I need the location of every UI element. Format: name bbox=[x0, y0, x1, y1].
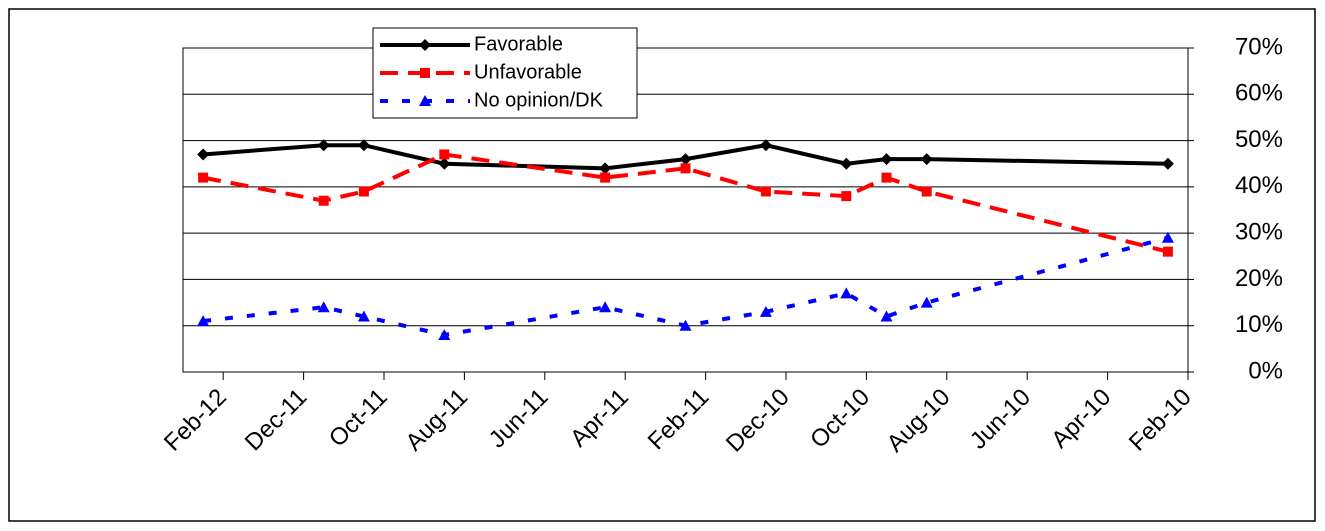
marker bbox=[880, 153, 893, 166]
marker bbox=[759, 305, 772, 317]
legend-label: Favorable bbox=[474, 33, 563, 55]
legend-label: Unfavorable bbox=[474, 61, 582, 83]
marker bbox=[1161, 157, 1174, 170]
marker bbox=[881, 172, 892, 183]
marker bbox=[759, 139, 772, 152]
marker bbox=[840, 157, 853, 170]
marker bbox=[198, 172, 209, 183]
legend-label: No opinion/DK bbox=[474, 89, 604, 111]
marker bbox=[439, 149, 450, 160]
y-tick-label: 40% bbox=[1235, 172, 1283, 199]
marker bbox=[318, 195, 329, 206]
legend: Favorable Unfavorable No opinion/DK bbox=[372, 27, 638, 119]
marker bbox=[1161, 231, 1174, 243]
marker bbox=[357, 139, 370, 152]
marker bbox=[358, 186, 369, 197]
marker bbox=[880, 310, 893, 322]
marker bbox=[920, 153, 933, 166]
marker bbox=[357, 310, 370, 322]
y-tick-label: 70% bbox=[1235, 33, 1283, 60]
marker bbox=[420, 68, 430, 78]
marker bbox=[600, 172, 611, 183]
marker bbox=[921, 186, 932, 197]
marker bbox=[841, 191, 852, 202]
marker bbox=[1162, 246, 1173, 257]
y-tick-label: 0% bbox=[1248, 357, 1283, 384]
marker bbox=[679, 153, 692, 166]
y-tick-label: 60% bbox=[1235, 80, 1283, 107]
plot-area bbox=[182, 47, 1189, 373]
marker bbox=[197, 315, 210, 327]
marker bbox=[197, 148, 210, 161]
y-tick-label: 50% bbox=[1235, 126, 1283, 153]
marker bbox=[599, 301, 612, 313]
marker bbox=[419, 39, 431, 51]
marker bbox=[317, 139, 330, 152]
marker bbox=[760, 186, 771, 197]
marker bbox=[840, 287, 853, 299]
marker bbox=[599, 162, 612, 175]
marker bbox=[680, 163, 691, 174]
marker bbox=[679, 319, 692, 331]
marker bbox=[419, 95, 431, 106]
y-tick-label: 10% bbox=[1235, 311, 1283, 338]
marker bbox=[920, 296, 933, 308]
marker bbox=[438, 157, 451, 170]
series-line bbox=[202, 152, 1169, 254]
marker bbox=[317, 301, 330, 313]
marker bbox=[438, 328, 451, 340]
y-tick-label: 30% bbox=[1235, 218, 1283, 245]
y-tick-label: 20% bbox=[1235, 265, 1283, 292]
